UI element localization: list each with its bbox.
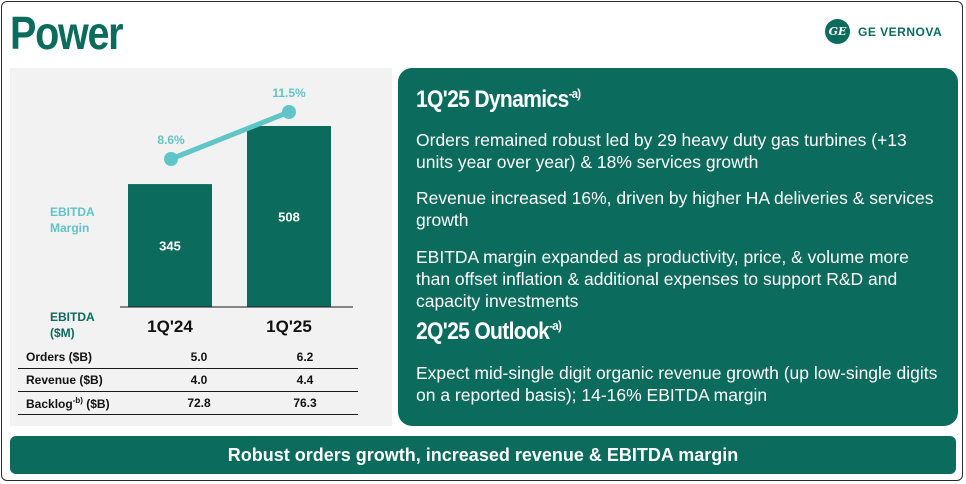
bar-value-label: 345 <box>159 239 181 254</box>
category-tick-label: 1Q'24 <box>147 317 193 336</box>
cell-1q25: 6.2 <box>252 346 358 369</box>
margin-point <box>164 152 178 166</box>
cell-1q24: 4.0 <box>146 368 252 392</box>
cell-1q24: 72.8 <box>146 391 252 415</box>
margin-point <box>282 105 296 119</box>
cell-1q25: 76.3 <box>252 391 358 415</box>
brand-name: GE VERNOVA <box>858 24 943 39</box>
row-label: Backlog-b) ($B) <box>18 391 146 415</box>
margin-label-line1: EBITDA <box>50 205 95 219</box>
ge-monogram-icon: GE <box>825 19 850 44</box>
page-title: Power <box>10 7 124 59</box>
outlook-point: Expect mid-single digit organic revenue … <box>416 363 938 405</box>
dynamics-point: Revenue increased 16%, driven by higher … <box>416 188 934 230</box>
cell-1q24: 5.0 <box>146 346 252 369</box>
table-row: Backlog-b) ($B) 72.8 76.3 <box>18 391 358 415</box>
summary-banner: Robust orders growth, increased revenue … <box>10 436 956 474</box>
ebitda-bar <box>128 184 212 307</box>
row-label-unit: ($B) <box>82 396 110 411</box>
metrics-table: Orders ($B) 5.0 6.2 Revenue ($B) 4.0 4.4… <box>18 346 358 415</box>
cell-1q25: 4.4 <box>252 368 358 392</box>
table-row: Revenue ($B) 4.0 4.4 <box>18 368 358 392</box>
margin-series-line <box>168 109 292 162</box>
margin-label-line2: Margin <box>50 221 90 235</box>
bar-value-label: 508 <box>278 210 300 225</box>
category-tick-label: 1Q'25 <box>266 317 312 336</box>
dynamics-heading-text: 1Q'25 Dynamics <box>416 86 569 113</box>
footnote-marker: -a) <box>549 318 562 333</box>
table-row: Orders ($B) 5.0 6.2 <box>18 346 358 369</box>
brand-logo: GE GE VERNOVA <box>825 19 942 44</box>
margin-series-label: EBITDA Margin <box>50 204 95 236</box>
ebitda-label-line1: EBITDA <box>50 310 95 324</box>
dynamics-point: EBITDA margin expanded as productivity, … <box>416 247 909 311</box>
dynamics-point: Orders remained robust led by 29 heavy d… <box>416 130 907 172</box>
ebitda-label-line2: ($M) <box>50 326 75 340</box>
ebitda-series-label: EBITDA ($M) <box>50 309 95 341</box>
footnote-marker: -a) <box>568 86 581 101</box>
outlook-heading-text: 2Q'25 Outlook <box>416 318 550 345</box>
margin-value-label: 11.5% <box>272 86 306 100</box>
footnote-marker: -b) <box>72 395 83 405</box>
ebitda-bar <box>247 126 331 307</box>
row-label-main: Backlog <box>26 396 73 411</box>
outlook-heading: 2Q'25 Outlook-a) <box>416 318 562 346</box>
margin-value-label: 8.6% <box>157 133 185 147</box>
row-label: Revenue ($B) <box>18 368 146 392</box>
row-label: Orders ($B) <box>18 346 146 369</box>
commentary-panel: 1Q'25 Dynamics-a) Orders remained robust… <box>398 68 958 426</box>
ebitda-chart: 345 508 1Q'24 1Q'25 8.6% 11.5% <box>120 86 353 336</box>
dynamics-heading: 1Q'25 Dynamics-a) <box>416 86 581 114</box>
